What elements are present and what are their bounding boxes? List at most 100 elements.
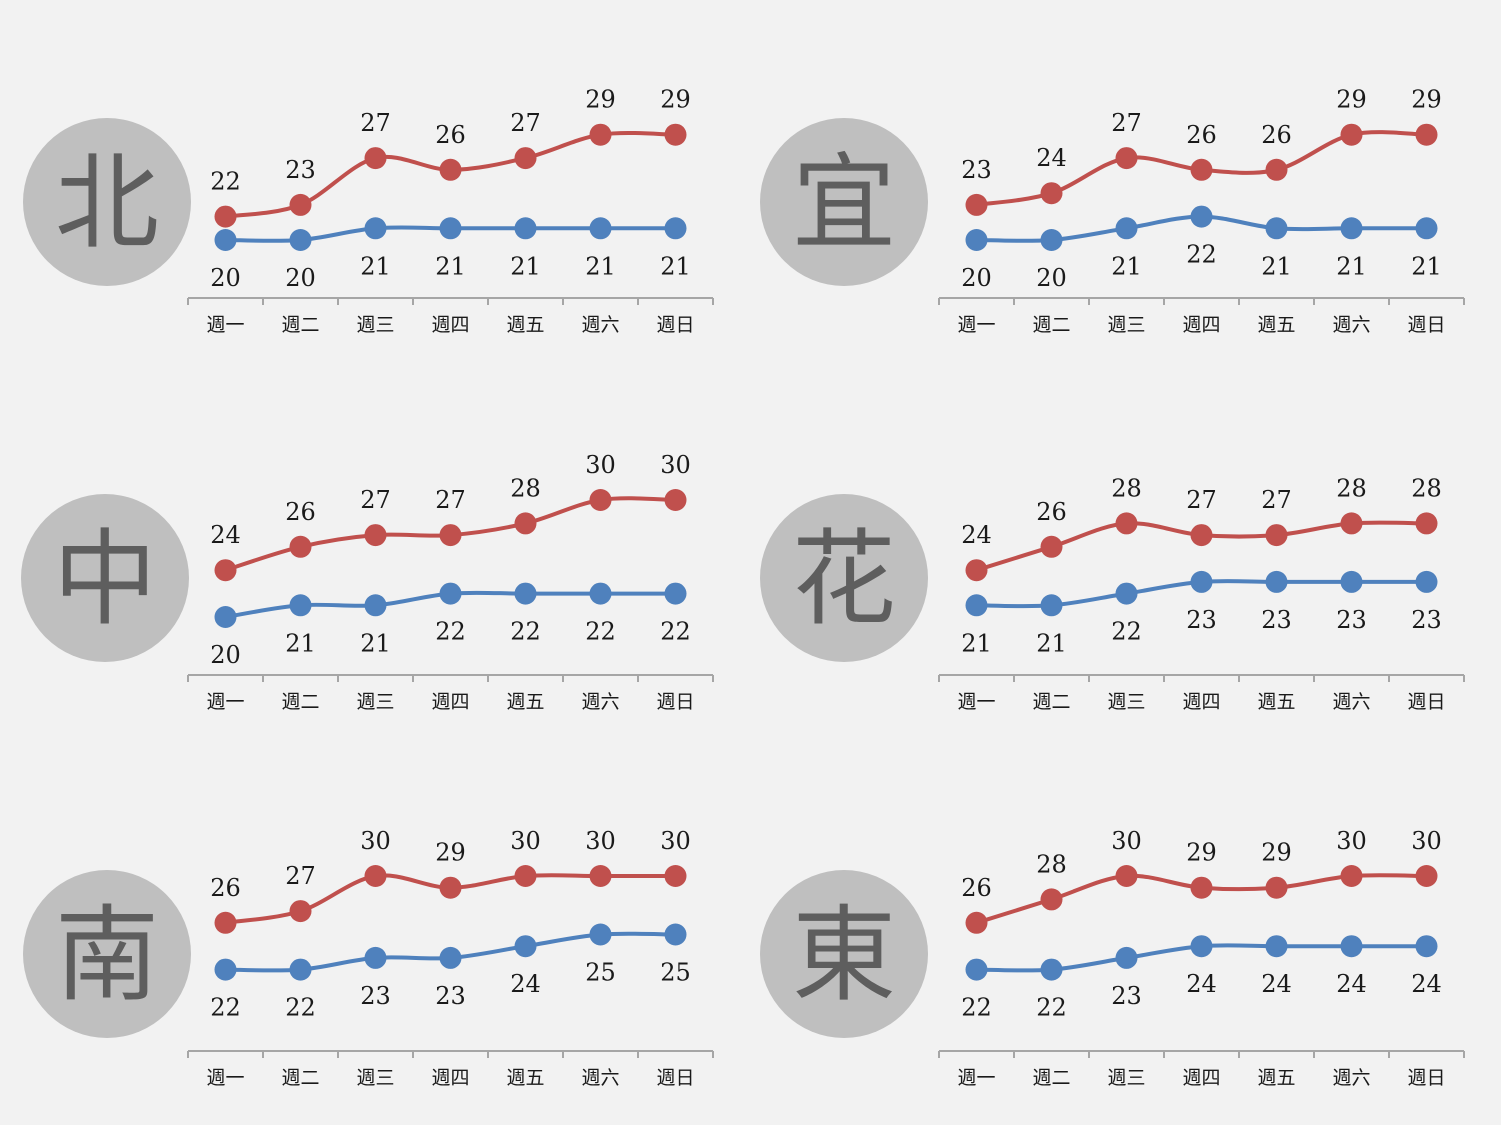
high-temp-point bbox=[1190, 524, 1213, 547]
x-tick-label: 週三 bbox=[1107, 314, 1145, 336]
x-tick-label: 週六 bbox=[1332, 691, 1370, 713]
low-temp-point bbox=[1115, 582, 1138, 605]
high-temp-point bbox=[1190, 876, 1213, 899]
high-temp-point bbox=[965, 559, 988, 582]
x-tick-label: 週四 bbox=[431, 691, 469, 713]
low-temp-point bbox=[514, 582, 537, 605]
low-temp-data-label: 25 bbox=[585, 959, 616, 987]
x-tick-label: 週六 bbox=[581, 1067, 619, 1089]
x-tick-label: 週一 bbox=[206, 691, 244, 713]
low-temp-point bbox=[289, 958, 312, 981]
high-temp-data-label: 28 bbox=[1111, 474, 1142, 502]
high-temp-data-label: 26 bbox=[961, 874, 992, 902]
high-temp-data-label: 30 bbox=[1411, 827, 1442, 855]
city-badge: 中 bbox=[21, 494, 189, 662]
low-temp-data-label: 20 bbox=[210, 264, 241, 292]
low-temp-data-label: 24 bbox=[1411, 970, 1442, 998]
low-temp-point bbox=[664, 582, 687, 605]
x-tick-label: 週三 bbox=[356, 1067, 394, 1089]
x-tick-label: 週三 bbox=[1107, 691, 1145, 713]
high-temp-data-label: 22 bbox=[210, 168, 241, 196]
low-temp-data-label: 24 bbox=[1261, 970, 1292, 998]
high-temp-data-label: 27 bbox=[510, 109, 541, 137]
low-temp-point bbox=[1040, 958, 1063, 981]
low-temp-data-label: 21 bbox=[660, 252, 691, 280]
high-temp-data-label: 29 bbox=[435, 839, 466, 867]
high-temp-point bbox=[514, 512, 537, 535]
high-temp-point bbox=[1415, 865, 1438, 887]
low-temp-point bbox=[514, 217, 537, 240]
high-temp-point bbox=[439, 524, 462, 547]
high-temp-data-label: 26 bbox=[285, 498, 316, 526]
low-temp-point bbox=[965, 958, 988, 981]
x-tick-label: 週四 bbox=[431, 1067, 469, 1089]
high-temp-point bbox=[965, 911, 988, 934]
low-temp-series: 20 20 21 22 21 21 21 bbox=[961, 205, 1442, 292]
low-temp-point bbox=[364, 217, 387, 240]
low-temp-data-label: 20 bbox=[1036, 264, 1067, 292]
high-temp-point bbox=[664, 123, 687, 146]
low-temp-data-label: 21 bbox=[1336, 252, 1367, 280]
x-tick-label: 週四 bbox=[431, 314, 469, 336]
high-temp-data-label: 27 bbox=[360, 109, 391, 137]
low-temp-data-label: 23 bbox=[435, 982, 466, 1010]
high-temp-data-label: 30 bbox=[510, 827, 541, 855]
high-temp-series: 23 24 27 26 26 29 29 bbox=[961, 86, 1442, 216]
x-tick-label: 週四 bbox=[1182, 691, 1220, 713]
city-badge-circle bbox=[23, 870, 191, 1038]
x-tick-label: 週二 bbox=[1032, 691, 1070, 713]
x-tick-label: 週二 bbox=[281, 691, 319, 713]
low-temp-point bbox=[1415, 570, 1438, 593]
high-temp-data-label: 30 bbox=[360, 827, 391, 855]
high-temp-point bbox=[1340, 123, 1363, 146]
high-temp-point bbox=[364, 147, 387, 170]
low-temp-point bbox=[514, 935, 537, 958]
low-temp-data-label: 23 bbox=[1261, 606, 1292, 634]
x-tick-label: 週日 bbox=[656, 1067, 694, 1089]
low-temp-point bbox=[1415, 217, 1438, 240]
low-temp-point bbox=[214, 606, 237, 628]
high-temp-data-label: 27 bbox=[1261, 486, 1292, 514]
high-temp-point bbox=[1340, 865, 1363, 887]
low-temp-data-label: 24 bbox=[510, 970, 541, 998]
high-temp-data-label: 28 bbox=[1411, 474, 1442, 502]
x-tick-label: 週三 bbox=[356, 691, 394, 713]
high-temp-point bbox=[514, 865, 537, 887]
low-temp-series: 22 22 23 24 24 24 24 bbox=[961, 935, 1442, 1022]
x-axis: 週一 週二 週三 週四 週五 週六 週日 bbox=[938, 1050, 1465, 1089]
x-tick-label: 週五 bbox=[506, 1067, 544, 1089]
low-temp-series: 21 21 22 23 23 23 23 bbox=[961, 570, 1442, 657]
x-tick-label: 週六 bbox=[581, 314, 619, 336]
high-temp-point bbox=[1190, 158, 1213, 181]
low-temp-data-label: 21 bbox=[1036, 629, 1067, 657]
high-temp-point bbox=[1040, 888, 1063, 911]
high-temp-point bbox=[589, 865, 612, 887]
high-temp-series: 24 26 27 27 28 30 30 bbox=[210, 451, 691, 582]
high-temp-data-label: 26 bbox=[1186, 121, 1217, 149]
x-tick-label: 週一 bbox=[957, 314, 995, 336]
low-temp-point bbox=[439, 217, 462, 240]
city-badge-label: 中 bbox=[53, 518, 157, 640]
city-badge: 北 bbox=[23, 118, 191, 286]
low-temp-data-label: 20 bbox=[210, 641, 241, 669]
high-temp-point bbox=[1265, 876, 1288, 899]
high-temp-data-label: 27 bbox=[1186, 486, 1217, 514]
low-temp-point bbox=[1040, 594, 1063, 617]
low-temp-data-label: 21 bbox=[360, 252, 391, 280]
high-temp-point bbox=[214, 559, 237, 582]
low-temp-point bbox=[439, 582, 462, 605]
high-temp-data-label: 30 bbox=[585, 451, 616, 479]
x-tick-label: 週六 bbox=[581, 691, 619, 713]
x-tick-label: 週五 bbox=[506, 691, 544, 713]
low-temp-point bbox=[214, 229, 237, 251]
low-temp-point bbox=[1040, 229, 1063, 251]
low-temp-data-label: 23 bbox=[360, 982, 391, 1010]
low-temp-point bbox=[1340, 217, 1363, 240]
x-tick-label: 週一 bbox=[206, 1067, 244, 1089]
high-temp-point bbox=[1040, 182, 1063, 205]
high-temp-data-label: 27 bbox=[360, 486, 391, 514]
high-temp-data-label: 29 bbox=[660, 86, 691, 114]
high-temp-data-label: 30 bbox=[660, 451, 691, 479]
high-temp-point bbox=[1415, 512, 1438, 535]
high-temp-data-label: 24 bbox=[1036, 144, 1067, 172]
